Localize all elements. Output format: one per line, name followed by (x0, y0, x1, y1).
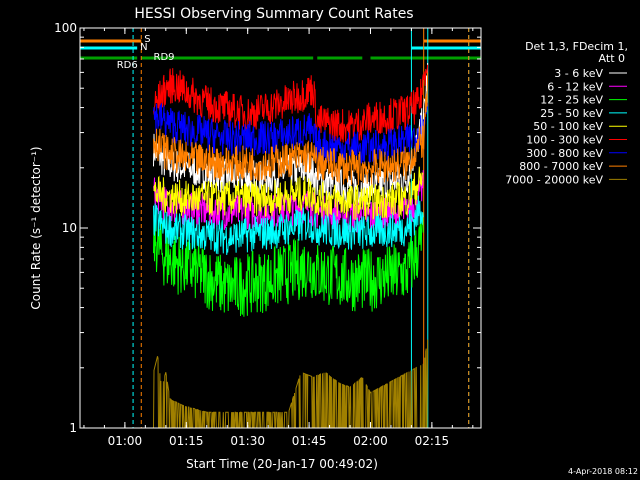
chart-annotation: S (144, 34, 150, 45)
series-line (153, 339, 429, 429)
series-line (153, 72, 429, 186)
x-tick-label: 02:15 (415, 434, 450, 448)
x-axis-label: Start Time (20-Jan-17 00:49:02) (186, 457, 378, 471)
legend-label: 12 - 25 keV (540, 94, 603, 107)
chart-annotation: N (140, 42, 147, 53)
series-line (153, 195, 424, 255)
y-tick-label: 100 (54, 21, 77, 35)
legend-label: 6 - 12 keV (547, 80, 603, 93)
series-line (153, 166, 424, 220)
chart-annotation: RD9 (154, 52, 175, 63)
y-tick-label: 10 (62, 221, 77, 235)
x-tick-label: 01:30 (230, 434, 265, 448)
chart-annotation: RD6 (117, 60, 138, 71)
legend-label: 800 - 7000 keV (519, 160, 603, 173)
legend-header: Att 0 (599, 52, 625, 65)
legend-header: Det 1,3, FDecim 1, (525, 40, 628, 53)
x-tick-label: 02:00 (353, 434, 388, 448)
x-tick-label: 01:00 (108, 434, 143, 448)
legend-label: 7000 - 20000 keV (505, 173, 603, 186)
legend-label: 300 - 800 keV (526, 147, 603, 160)
series-line (153, 64, 429, 145)
date-stamp: 4-Apr-2018 08:12 (568, 467, 638, 476)
x-tick-label: 01:45 (292, 434, 327, 448)
x-tick-label: 01:15 (169, 434, 204, 448)
legend-label: 100 - 300 keV (526, 134, 603, 147)
legend-label: 3 - 6 keV (554, 67, 603, 80)
chart-title: HESSI Observing Summary Count Rates (134, 6, 413, 22)
legend-label: 25 - 50 keV (540, 107, 603, 120)
y-tick-label: 1 (69, 421, 77, 435)
series-line (153, 209, 424, 317)
y-axis-label: Count Rate (s⁻¹ detector⁻¹) (29, 146, 43, 309)
legend-label: 50 - 100 keV (533, 120, 603, 133)
